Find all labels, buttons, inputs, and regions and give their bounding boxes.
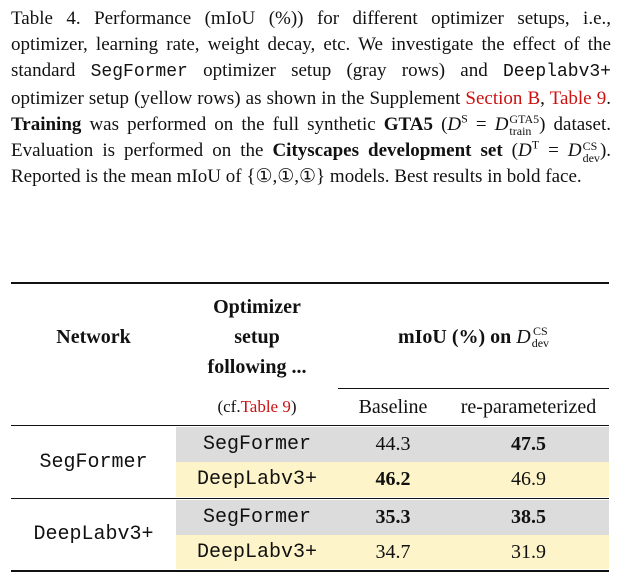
caption-sep: , bbox=[540, 87, 550, 109]
setup-cell: SegFormer bbox=[176, 500, 338, 535]
network-label: SegFormer bbox=[39, 450, 148, 474]
math-supsub: CS dev bbox=[532, 325, 549, 349]
baseline-value: 46.2 bbox=[375, 468, 411, 490]
math-d: D bbox=[447, 113, 462, 135]
baseline-value: 34.7 bbox=[375, 540, 411, 563]
reparam-value: 46.9 bbox=[511, 468, 546, 490]
math-sup: S bbox=[461, 111, 468, 126]
baseline-value: 35.3 bbox=[375, 506, 411, 528]
baseline-cell: 46.2 bbox=[338, 462, 448, 497]
header-optimizer: Optimizer setup following ... bbox=[176, 290, 338, 384]
network-segformer: SegFormer bbox=[11, 426, 176, 498]
math-sub: train bbox=[509, 124, 532, 139]
setup-cell: DeepLabv3+ bbox=[176, 535, 338, 569]
reparam-value: 38.5 bbox=[511, 506, 546, 528]
baseline-cell: 44.3 bbox=[338, 427, 448, 462]
cf-prefix: (cf. bbox=[217, 397, 241, 416]
reparam-cell: 47.5 bbox=[448, 427, 609, 462]
table-row bbox=[176, 535, 609, 569]
reparam-cell: 46.9 bbox=[448, 462, 609, 497]
table-9-link[interactable]: Table 9 bbox=[240, 397, 291, 416]
header-optimizer-line: Optimizer bbox=[213, 296, 301, 318]
math-sup: CS bbox=[582, 138, 598, 153]
math-d: D bbox=[518, 140, 532, 162]
caption-text: . bbox=[606, 87, 611, 109]
header-cmidrule bbox=[338, 388, 609, 389]
caption-text: ( bbox=[433, 113, 448, 135]
math-sub: dev bbox=[582, 150, 600, 165]
reparam-cell: 31.9 bbox=[448, 535, 609, 569]
header-network-label: Network bbox=[56, 326, 131, 348]
reparam-cell: 38.5 bbox=[448, 500, 609, 535]
cf-suffix: ) bbox=[290, 397, 297, 416]
header-miou: mIoU (%) on D CS dev bbox=[338, 290, 609, 384]
reparam-value: 47.5 bbox=[511, 433, 546, 455]
caption-training: Training bbox=[11, 113, 82, 135]
setup-label: SegFormer bbox=[202, 506, 312, 529]
section-b-link[interactable]: Section B bbox=[465, 87, 541, 109]
caption-text: Table 4. Performance (mIoU (%)) for diff… bbox=[11, 8, 611, 82]
table-9-link[interactable]: Table 9 bbox=[549, 87, 607, 109]
caption-text: ) dataset. Evaluation is performed on th… bbox=[11, 113, 612, 162]
caption-segformer: SegFormer bbox=[90, 62, 188, 83]
math-supsub: GTA5 train bbox=[509, 113, 539, 137]
header-cf: (cf. Table 9) bbox=[176, 390, 338, 424]
caption-text: ( bbox=[502, 140, 519, 162]
caption-text: was performed on the full synthetic bbox=[81, 113, 384, 135]
caption-deeplab: Deeplabv3+ bbox=[502, 62, 611, 83]
table-row bbox=[176, 462, 609, 497]
math-supsub: CS dev bbox=[583, 140, 600, 164]
math-d: D bbox=[516, 326, 531, 348]
header-baseline-label: Baseline bbox=[358, 395, 428, 418]
table-caption: Table 4. Performance (mIoU (%)) for diff… bbox=[11, 6, 611, 190]
setup-cell: DeepLabv3+ bbox=[176, 462, 338, 497]
header-miou-label: mIoU (%) on bbox=[397, 326, 512, 348]
caption-text: optimizer setup (yellow rows) as shown i… bbox=[11, 87, 466, 109]
group-midrule bbox=[11, 498, 609, 499]
caption-text: ). Reported is the mean mIoU of {①,①,①} … bbox=[11, 140, 612, 188]
reparam-value: 31.9 bbox=[511, 540, 546, 563]
math-sub: dev bbox=[531, 336, 550, 350]
baseline-cell: 34.7 bbox=[338, 535, 448, 569]
setup-cell: SegFormer bbox=[176, 427, 338, 462]
table-row bbox=[176, 500, 609, 535]
baseline-value: 44.3 bbox=[375, 433, 411, 455]
math-sup: T bbox=[531, 137, 540, 152]
header-baseline: Baseline bbox=[338, 390, 448, 424]
network-deeplab: DeepLabv3+ bbox=[11, 499, 176, 570]
math-sup: CS bbox=[533, 324, 548, 338]
header-midrule bbox=[11, 425, 609, 426]
setup-label: DeepLabv3+ bbox=[196, 540, 318, 564]
setup-label: SegFormer bbox=[202, 433, 312, 456]
table-top-rule bbox=[11, 282, 609, 284]
caption-gta5: GTA5 bbox=[383, 113, 433, 135]
header-network: Network bbox=[11, 290, 176, 384]
table-bottom-rule bbox=[11, 570, 609, 572]
table-row bbox=[176, 427, 609, 462]
header-optimizer-line: setup bbox=[234, 326, 280, 348]
math-d: D bbox=[567, 140, 582, 162]
math-eq: = bbox=[467, 113, 495, 135]
setup-label: DeepLabv3+ bbox=[196, 468, 318, 491]
math-d: D bbox=[494, 113, 509, 135]
network-label: DeepLabv3+ bbox=[33, 523, 154, 546]
header-reparam-label: re-parameterized bbox=[460, 395, 597, 418]
caption-text: optimizer setup (gray rows) and bbox=[187, 60, 503, 82]
math-sup: GTA5 bbox=[509, 112, 540, 127]
header-optimizer-line: following ... bbox=[207, 356, 307, 378]
header-reparam: re-parameterized bbox=[448, 390, 609, 424]
baseline-cell: 35.3 bbox=[338, 500, 448, 535]
caption-cityscapes: Cityscapes development set bbox=[272, 140, 503, 162]
math-eq: = bbox=[539, 140, 568, 162]
